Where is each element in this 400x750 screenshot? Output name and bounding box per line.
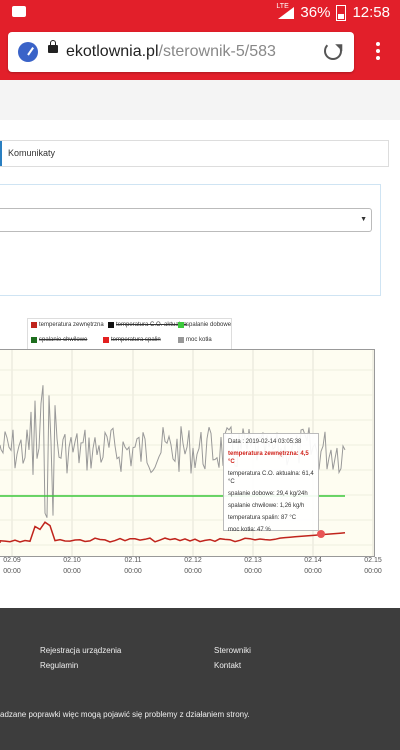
battery-level: 36%	[300, 4, 331, 21]
message-notification-icon	[12, 6, 26, 17]
chart-legend: temperatura zewnętrzna temperatura C.O. …	[27, 318, 232, 350]
legend-item-flue-temp[interactable]: temperatura spalin	[103, 337, 161, 343]
active-tab-edge[interactable]	[0, 141, 2, 166]
x-tick-label: 02.15 00:00	[364, 557, 382, 575]
x-tick-label: 02.13 00:00	[244, 557, 262, 575]
lock-icon[interactable]	[48, 40, 58, 53]
reload-icon[interactable]	[324, 42, 342, 60]
series-line-outside-temp	[0, 521, 346, 543]
tooltip-outside-temp: temperatura zewnętrzna: 4,5 °C	[228, 451, 309, 465]
legend-item-boiler-power[interactable]: moc kotła	[178, 337, 212, 343]
clock: 12:58	[352, 4, 390, 21]
url-domain: ekotlownia.pl	[66, 43, 159, 60]
legend-item-co-temp[interactable]: temperatura C.O. aktualna	[108, 322, 187, 328]
browser-toolbar: ekotlownia.pl/sterownik-5/583	[0, 26, 400, 80]
tooltip-power: moc kotła: 47 %	[228, 527, 271, 533]
hover-point-marker	[317, 530, 325, 538]
page-header-area	[0, 80, 400, 120]
tooltip-flue-temp: temperatura spalin: 87 °C	[228, 515, 297, 521]
network-type: LTE	[276, 2, 289, 10]
battery-icon	[336, 4, 347, 21]
device-select[interactable]: ▼	[0, 208, 372, 232]
legend-item-daily-burn[interactable]: spalanie dobowe	[178, 322, 231, 328]
footer-link-terms[interactable]: Regulamin	[40, 661, 79, 670]
status-bar: LTE 36% 12:58	[0, 0, 400, 26]
settings-panel	[0, 184, 381, 296]
x-tick-label: 02.11 00:00	[124, 557, 142, 575]
x-tick-label: 02.12 00:00	[184, 557, 202, 575]
address-bar[interactable]: ekotlownia.pl/sterownik-5/583	[8, 32, 354, 72]
chart-tooltip: Data : 2019-02-14 03:05:38 temperatura z…	[223, 433, 319, 533]
footer-link-contact[interactable]: Kontakt	[214, 661, 242, 670]
url-text[interactable]: ekotlownia.pl/sterownik-5/583	[66, 43, 276, 61]
legend-item-outside-temp[interactable]: temperatura zewnętrzna	[31, 322, 104, 328]
footer-link-register[interactable]: Rejestracja urządzenia	[40, 646, 122, 655]
signal-icon: LTE	[276, 3, 295, 19]
legend-item-instant-burn[interactable]: spalanie chwilowe	[31, 337, 87, 343]
footer-notice: adzane poprawki więc mogą pojawić się pr…	[0, 710, 250, 719]
site-gauge-icon	[18, 42, 38, 62]
tooltip-date: Data : 2019-02-14 03:05:38	[228, 439, 302, 445]
x-tick-label: 02.14 00:00	[304, 557, 322, 575]
x-tick-label: 02.10 00:00	[63, 557, 81, 575]
tooltip-co-temp: temperatura C.O. aktualna: 61,4 °C	[228, 471, 314, 485]
x-tick-label: 02.09 00:00	[3, 557, 21, 575]
footer-link-controllers[interactable]: Sterowniki	[214, 646, 251, 655]
footer: Rejestracja urządzenia Regulamin Sterown…	[0, 608, 400, 750]
tooltip-daily-burn: spalanie dobowe: 29,4 kg/24h	[228, 491, 308, 497]
tab-bar: Komunikaty	[0, 140, 389, 167]
tooltip-instant-burn: spalanie chwilowe: 1,26 kg/h	[228, 503, 305, 509]
browser-menu-icon[interactable]	[376, 42, 380, 64]
url-path: /sterownik-5/583	[158, 43, 276, 60]
tab-messages[interactable]: Komunikaty	[8, 148, 56, 158]
select-arrow-icon: ▼	[360, 216, 367, 223]
